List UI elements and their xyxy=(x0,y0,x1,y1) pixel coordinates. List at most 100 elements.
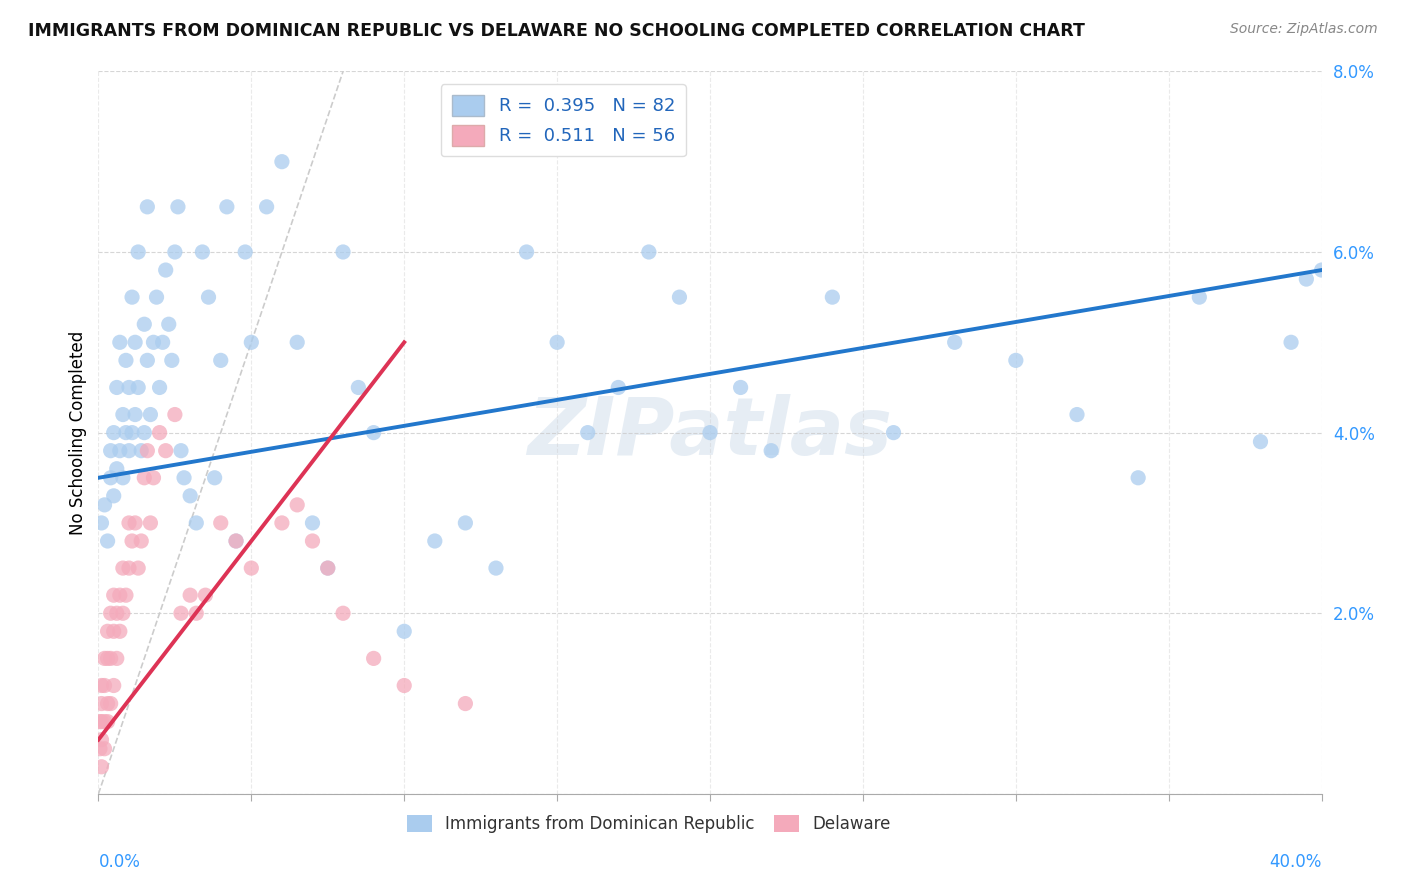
Point xyxy=(225,533,247,548)
Point xyxy=(363,425,385,440)
Point xyxy=(347,380,370,394)
Point xyxy=(1066,408,1088,422)
Point xyxy=(240,561,263,575)
Point xyxy=(155,263,177,277)
Point xyxy=(121,533,143,548)
Legend: Immigrants from Dominican Republic, Delaware: Immigrants from Dominican Republic, Dela… xyxy=(399,808,898,839)
Point xyxy=(89,714,111,729)
Point xyxy=(124,516,146,530)
Point xyxy=(170,607,193,621)
Point xyxy=(103,425,125,440)
Point xyxy=(100,607,122,621)
Point xyxy=(197,290,219,304)
Point xyxy=(163,244,186,259)
Point xyxy=(142,471,165,485)
Point xyxy=(149,380,172,394)
Point xyxy=(157,318,180,332)
Point xyxy=(179,588,201,602)
Point xyxy=(97,697,120,711)
Point xyxy=(1279,335,1302,350)
Point xyxy=(118,443,141,458)
Point xyxy=(111,561,134,575)
Point xyxy=(121,290,143,304)
Point xyxy=(1128,471,1150,485)
Point xyxy=(111,471,134,485)
Point xyxy=(270,154,292,169)
Point xyxy=(105,651,128,665)
Point xyxy=(103,678,125,692)
Point xyxy=(108,588,131,602)
Point xyxy=(607,380,630,394)
Point xyxy=(301,533,323,548)
Point xyxy=(392,624,416,639)
Point xyxy=(124,408,146,422)
Point xyxy=(285,335,308,350)
Point xyxy=(699,425,721,440)
Point xyxy=(97,533,120,548)
Point xyxy=(134,318,156,332)
Point xyxy=(93,498,115,512)
Point xyxy=(240,335,263,350)
Point xyxy=(100,443,122,458)
Point xyxy=(90,714,112,729)
Text: 0.0%: 0.0% xyxy=(98,853,141,871)
Point xyxy=(152,335,174,350)
Point xyxy=(332,244,354,259)
Point xyxy=(392,678,416,692)
Point xyxy=(127,380,149,394)
Text: IMMIGRANTS FROM DOMINICAN REPUBLIC VS DELAWARE NO SCHOOLING COMPLETED CORRELATIO: IMMIGRANTS FROM DOMINICAN REPUBLIC VS DE… xyxy=(28,22,1085,40)
Point xyxy=(454,516,477,530)
Point xyxy=(118,380,141,394)
Point xyxy=(209,353,232,368)
Point xyxy=(139,516,162,530)
Point xyxy=(423,533,446,548)
Point xyxy=(516,244,538,259)
Point xyxy=(149,425,172,440)
Point xyxy=(1310,263,1333,277)
Point xyxy=(139,408,162,422)
Point xyxy=(1188,290,1211,304)
Point xyxy=(1004,353,1026,368)
Point xyxy=(332,607,354,621)
Point xyxy=(136,200,159,214)
Point xyxy=(204,471,226,485)
Point xyxy=(118,516,141,530)
Point xyxy=(111,607,134,621)
Point xyxy=(103,624,125,639)
Point xyxy=(129,443,152,458)
Point xyxy=(759,443,782,458)
Point xyxy=(943,335,966,350)
Point xyxy=(97,624,120,639)
Point xyxy=(136,353,159,368)
Point xyxy=(100,651,122,665)
Point xyxy=(167,200,190,214)
Point xyxy=(90,697,112,711)
Point xyxy=(115,353,138,368)
Point xyxy=(121,425,143,440)
Point xyxy=(134,471,156,485)
Point xyxy=(163,408,186,422)
Point xyxy=(97,714,120,729)
Point xyxy=(105,607,128,621)
Point xyxy=(100,697,122,711)
Point xyxy=(821,290,844,304)
Point xyxy=(186,516,208,530)
Point xyxy=(111,408,134,422)
Point xyxy=(145,290,167,304)
Point xyxy=(209,516,232,530)
Point xyxy=(93,678,115,692)
Point xyxy=(155,443,177,458)
Point xyxy=(134,425,156,440)
Point xyxy=(93,651,115,665)
Point xyxy=(127,244,149,259)
Point xyxy=(1295,272,1317,286)
Point xyxy=(1249,434,1271,449)
Point xyxy=(108,624,131,639)
Point xyxy=(103,489,125,503)
Point xyxy=(90,678,112,692)
Text: 40.0%: 40.0% xyxy=(1270,853,1322,871)
Point xyxy=(225,533,247,548)
Point xyxy=(170,443,193,458)
Text: Source: ZipAtlas.com: Source: ZipAtlas.com xyxy=(1230,22,1378,37)
Point xyxy=(883,425,905,440)
